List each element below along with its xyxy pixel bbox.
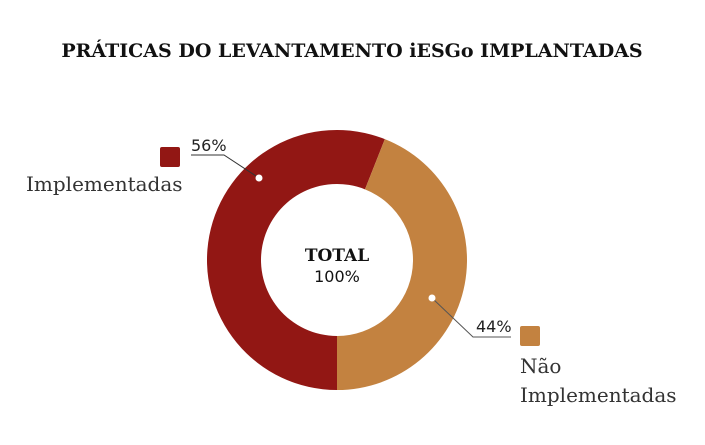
legend-swatch-implementadas: [160, 147, 180, 167]
legend-label-nao-line1: Não: [520, 354, 561, 378]
legend-label-implementadas: Implementadas: [26, 172, 183, 196]
center-value: 100%: [314, 267, 360, 286]
legend-swatch-nao-implementadas: [520, 326, 540, 346]
chart-title: PRÁTICAS DO LEVANTAMENTO iESGo IMPLANTAD…: [61, 39, 642, 62]
legend-label-nao-line2: Implementadas: [520, 383, 677, 407]
leader-dot-implementadas: [255, 174, 263, 182]
data-label-implementadas: 56%: [191, 136, 227, 155]
center-label: TOTAL: [305, 246, 369, 266]
leader-line-nao-implementadas: [431, 297, 511, 338]
data-label-nao-implementadas: 44%: [476, 317, 512, 336]
slice-n-o-implementadas: [337, 139, 468, 390]
leader-line-implementadas: [191, 154, 260, 179]
slice-implementadas: [207, 130, 385, 391]
leader-dot-nao-implementadas: [428, 294, 436, 302]
